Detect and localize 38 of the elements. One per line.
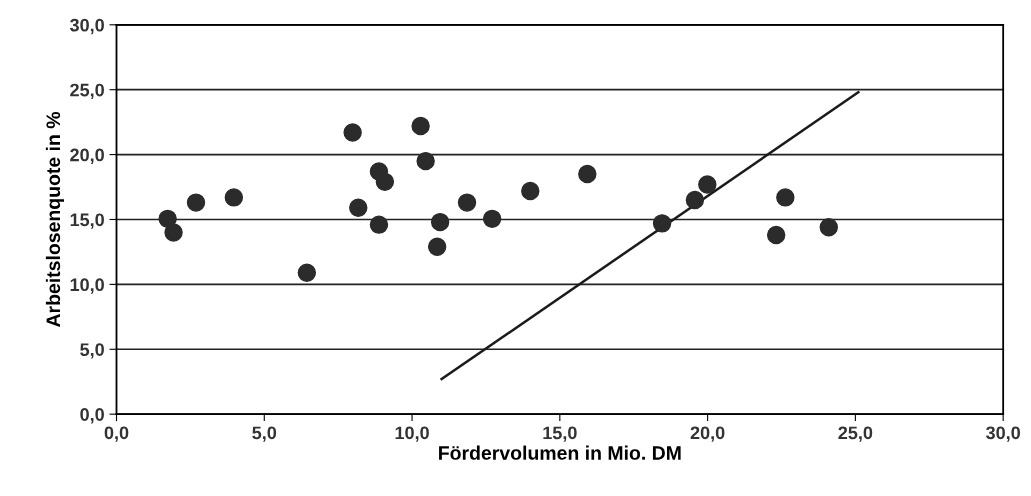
y-tick-label: 20,0 [70, 148, 104, 164]
point [375, 172, 395, 192]
y-tick-label: 5,0 [80, 343, 104, 359]
point [685, 190, 705, 210]
point [164, 223, 183, 242]
x-tick-label: 0,0 [104, 426, 129, 442]
point [349, 198, 368, 217]
y-tick-label: 25,0 [70, 83, 104, 100]
point [698, 175, 717, 194]
point [521, 181, 540, 201]
x-tick-label: 30,0 [986, 426, 1020, 442]
point [427, 237, 447, 256]
point [297, 263, 317, 282]
y-tick-label: 15,0 [70, 213, 104, 229]
point [578, 164, 597, 184]
point [766, 225, 786, 245]
point [457, 193, 477, 212]
point [430, 212, 450, 232]
x-tick-label: 10,0 [395, 426, 429, 442]
point [224, 188, 244, 207]
x-tick-label: 5,0 [252, 426, 277, 442]
point [819, 218, 838, 237]
y-tick-label: 0,0 [80, 408, 104, 424]
x-tick-label: 20,0 [690, 426, 725, 442]
point [482, 209, 502, 229]
y-tick-label: 10,0 [70, 278, 104, 294]
point [369, 215, 389, 234]
point [411, 116, 430, 136]
point [416, 151, 435, 171]
point [343, 123, 362, 142]
point [652, 214, 672, 233]
x-tick-label: 15,0 [543, 426, 577, 442]
y-tick-label: 30,0 [69, 18, 104, 35]
x-axis-title: Fördervolumen in Mio. DM [439, 445, 681, 460]
point [776, 188, 795, 207]
x-tick-label: 25,0 [838, 426, 873, 442]
y-axis-title: Arbeitslosenquote in % [45, 111, 64, 328]
point [186, 193, 206, 212]
